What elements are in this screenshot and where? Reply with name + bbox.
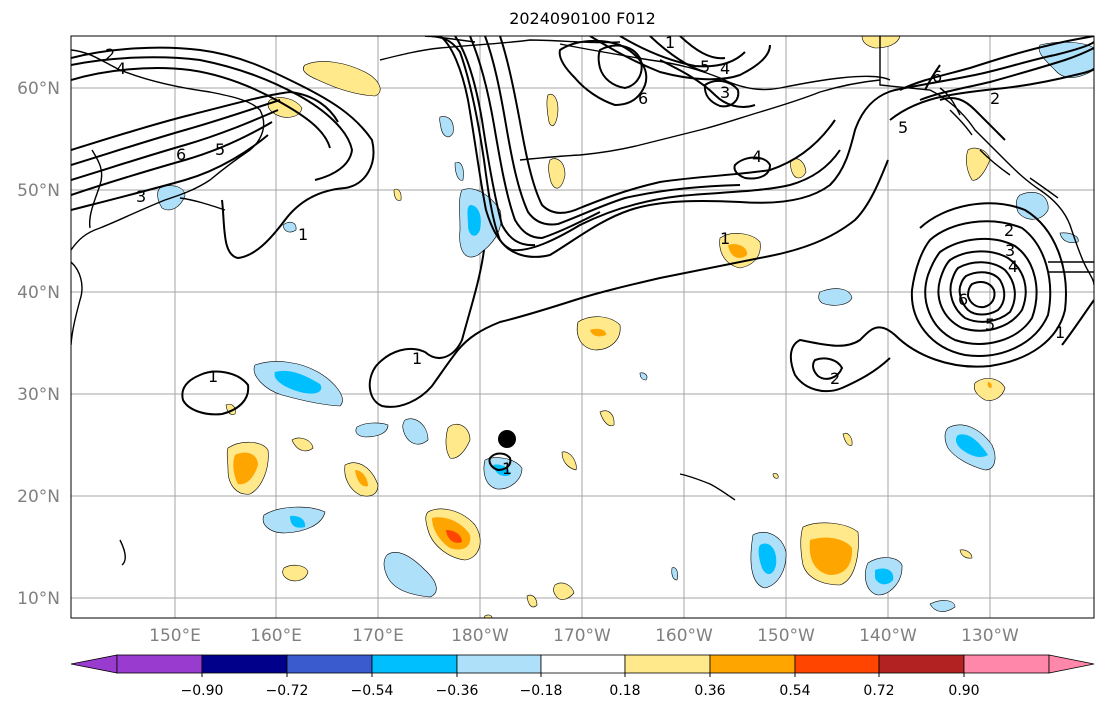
colorbar-segment	[456, 654, 542, 674]
colorbar-extend-high	[1048, 654, 1095, 674]
lat-label: 60°N	[17, 79, 60, 99]
colorbar-tick-label: 0.18	[609, 683, 640, 699]
colorbar-extend-low	[70, 654, 118, 674]
lon-label: 130°W	[961, 626, 1019, 646]
colorbar-segment	[878, 654, 965, 674]
lon-label: 160°E	[250, 626, 302, 646]
contour-label: 6	[638, 89, 648, 108]
graticule	[71, 36, 1094, 618]
longitude-labels: 150°E 160°E 170°E 180°W 170°W 160°W 150°…	[149, 626, 1019, 646]
contour-label: 2	[105, 45, 115, 64]
contour-label: 1	[720, 229, 730, 248]
colorbar-tick-label: −0.72	[266, 683, 309, 699]
lon-label: 150°W	[757, 626, 815, 646]
contour-label: 1	[208, 367, 218, 386]
contour-label: 4	[1008, 257, 1018, 276]
colorbar-tick-label: −0.54	[351, 683, 394, 699]
lat-label: 20°N	[17, 487, 60, 507]
contour-label: 6	[932, 67, 942, 86]
contour-label: 3	[1005, 241, 1015, 260]
contour-label: 1	[502, 459, 512, 478]
colorbar-tick-label: 0.36	[694, 683, 725, 699]
contour-label: 4	[720, 59, 730, 78]
contour-label: 1	[298, 225, 308, 244]
coastlines	[71, 36, 1094, 566]
contour-label: 2	[990, 89, 1000, 108]
colorbar-tick-label: 0.72	[863, 683, 894, 699]
colorbar-tick-label: −0.36	[436, 683, 479, 699]
colorbar	[70, 654, 1095, 674]
storm-center-marker	[498, 430, 516, 448]
colorbar-segment	[201, 654, 288, 674]
contour-label: 6	[176, 145, 186, 164]
lon-label: 170°E	[352, 626, 404, 646]
lon-label: 180°W	[451, 626, 509, 646]
colorbar-segment	[116, 654, 203, 674]
contour-label: 3	[720, 83, 730, 102]
colorbar-segment	[371, 654, 458, 674]
map-frame	[70, 35, 1095, 619]
anomaly-fills	[157, 36, 1094, 618]
lon-label: 150°E	[149, 626, 201, 646]
contour-label: 4	[116, 59, 126, 78]
contour-label: 6	[958, 290, 968, 309]
lon-label: 160°W	[655, 626, 713, 646]
contour-label: 4	[752, 147, 762, 166]
lat-label: 50°N	[17, 181, 60, 201]
colorbar-segment	[963, 654, 1050, 674]
colorbar-segment	[794, 654, 880, 674]
colorbar-tick-label: −0.90	[181, 683, 224, 699]
colorbar-segment	[540, 654, 626, 674]
contour-label: 3	[136, 187, 146, 206]
contour-label: 1	[412, 349, 422, 368]
contour-label: 5	[215, 140, 225, 159]
lat-label: 40°N	[17, 283, 60, 303]
colorbar-segment	[709, 654, 796, 674]
contour-label: 1	[1055, 323, 1065, 342]
colorbar-tick-label: 0.90	[948, 683, 979, 699]
colorbar-segment	[624, 654, 711, 674]
colorbar-tick-label: 0.54	[779, 683, 810, 699]
contour-label: 2	[1004, 221, 1014, 240]
lat-label: 30°N	[17, 385, 60, 405]
contour-label: 5	[898, 118, 908, 137]
colorbar-tick-label: −0.18	[520, 683, 563, 699]
latitude-labels: 60°N 50°N 40°N 30°N 20°N 10°N	[17, 79, 60, 609]
colorbar-tick-labels: −0.90 −0.72 −0.54 −0.36 −0.18 0.18 0.36 …	[181, 683, 980, 699]
contour-label-group: 2 4 6 5 3 1 1 1 1 5 4 6 3 4 1 6 2 5 2 3 …	[105, 33, 1065, 478]
map-title: 2024090100 F012	[509, 9, 656, 28]
colorbar-tick-marks	[201, 673, 965, 677]
lon-label: 170°W	[553, 626, 611, 646]
contour-label: 5	[700, 57, 710, 76]
contour-label: 2	[830, 369, 840, 388]
colorbar-segment	[286, 654, 373, 674]
contour-lines	[71, 36, 1094, 472]
contour-label: 5	[985, 315, 995, 334]
lon-label: 140°W	[859, 626, 917, 646]
contour-label: 1	[665, 33, 675, 52]
lat-label: 10°N	[17, 589, 60, 609]
